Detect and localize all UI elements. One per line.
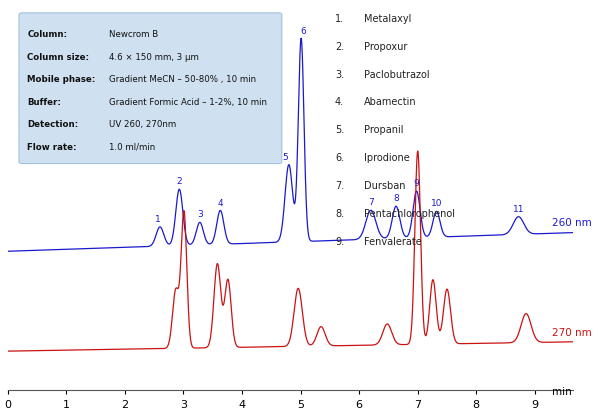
Text: 3.: 3. [335, 69, 344, 79]
Text: 4.6 × 150 mm, 3 μm: 4.6 × 150 mm, 3 μm [109, 53, 199, 62]
Text: Metalaxyl: Metalaxyl [364, 14, 411, 24]
Text: 7.: 7. [335, 180, 344, 190]
Text: UV 260, 270nm: UV 260, 270nm [109, 120, 176, 129]
Text: 5: 5 [283, 152, 288, 161]
Text: Column size:: Column size: [28, 53, 89, 62]
Text: 270 nm: 270 nm [553, 328, 592, 337]
Text: Propanil: Propanil [364, 125, 403, 135]
Text: Abamectin: Abamectin [364, 97, 416, 107]
Text: 2: 2 [176, 177, 182, 186]
Text: min: min [552, 386, 572, 396]
Text: 260 nm: 260 nm [553, 218, 592, 228]
Text: 1: 1 [155, 214, 161, 223]
Text: Gradient Formic Acid – 1-2%, 10 min: Gradient Formic Acid – 1-2%, 10 min [109, 97, 268, 107]
Text: Buffer:: Buffer: [28, 97, 61, 107]
Text: Gradient MeCN – 50-80% , 10 min: Gradient MeCN – 50-80% , 10 min [109, 75, 257, 84]
Text: 6: 6 [301, 27, 307, 36]
Text: Column:: Column: [28, 31, 67, 39]
Text: Paclobutrazol: Paclobutrazol [364, 69, 430, 79]
Text: 6.: 6. [335, 153, 344, 163]
Text: Fenvalerate: Fenvalerate [364, 236, 422, 246]
Text: Detection:: Detection: [28, 120, 79, 129]
Text: 4.: 4. [335, 97, 344, 107]
Text: 1.0 ml/min: 1.0 ml/min [109, 142, 155, 151]
FancyBboxPatch shape [19, 14, 282, 164]
Text: 8: 8 [393, 194, 399, 203]
Text: 9: 9 [413, 179, 419, 188]
Text: Pentachlorophenol: Pentachlorophenol [364, 208, 455, 218]
Text: 1.: 1. [335, 14, 344, 24]
Text: 7: 7 [368, 198, 374, 207]
Text: 11: 11 [513, 204, 524, 213]
Text: Mobile phase:: Mobile phase: [28, 75, 96, 84]
Text: Propoxur: Propoxur [364, 42, 407, 52]
Text: 5.: 5. [335, 125, 344, 135]
Text: 9.: 9. [335, 236, 344, 246]
Text: 8.: 8. [335, 208, 344, 218]
Text: 10: 10 [431, 199, 442, 208]
Text: Flow rate:: Flow rate: [28, 142, 77, 151]
Text: Newcrom B: Newcrom B [109, 31, 158, 39]
Text: 2.: 2. [335, 42, 344, 52]
Text: 3: 3 [197, 210, 203, 219]
Text: Iprodione: Iprodione [364, 153, 410, 163]
Text: 4: 4 [217, 198, 223, 207]
Text: Dursban: Dursban [364, 180, 405, 190]
